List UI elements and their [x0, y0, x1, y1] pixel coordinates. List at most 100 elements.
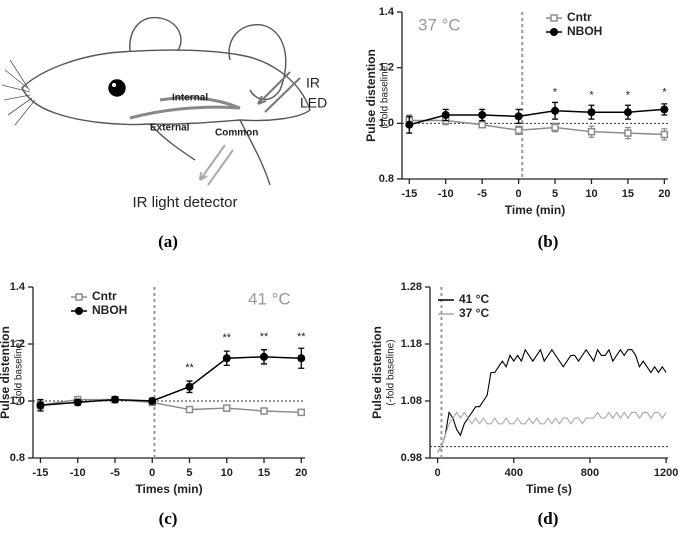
marker	[551, 106, 560, 115]
y-tick-label: 1.4	[10, 281, 26, 293]
x-tick-label: -10	[438, 188, 454, 200]
y-tick-label: 1.08	[401, 395, 422, 407]
y-axis-label: (-fold baseline)	[386, 339, 397, 405]
series-line	[437, 348, 667, 453]
y-axis-label: Pulse distention	[370, 326, 384, 419]
legend-marker	[550, 14, 558, 22]
series-line	[437, 411, 667, 453]
x-tick-label: -10	[70, 467, 86, 479]
significance: *	[626, 89, 631, 101]
diagram-label: LED	[300, 95, 327, 111]
x-axis-label: Time (s)	[526, 482, 572, 496]
significance: **	[297, 331, 306, 343]
legend-label: Cntr	[92, 289, 117, 303]
diagram-label: Common	[215, 128, 258, 139]
marker	[587, 108, 596, 117]
marker	[148, 397, 157, 405]
x-tick-label: 10	[585, 188, 597, 200]
marker	[405, 120, 414, 129]
x-tick-label: -5	[110, 467, 120, 479]
caption: (a)	[158, 232, 178, 251]
rat-diagram	[1, 16, 311, 186]
marker	[185, 405, 194, 414]
marker	[660, 105, 669, 114]
x-tick-label: 0	[149, 467, 155, 479]
marker	[222, 354, 231, 363]
caption: (c)	[159, 509, 178, 528]
y-axis-label: (-fold baseline)	[14, 339, 25, 405]
significance: *	[553, 87, 558, 99]
legend-label: 37 °C	[459, 306, 489, 320]
x-tick-label: 15	[622, 188, 634, 200]
caption: (b)	[538, 232, 559, 251]
x-tick-label: 20	[658, 188, 670, 200]
rat-eye-highlight	[112, 83, 116, 87]
legend-label: Cntr	[567, 10, 592, 24]
series-line	[409, 108, 665, 126]
diagram-label: Internal	[172, 93, 208, 104]
marker	[587, 127, 596, 136]
y-axis-label: Pulse distention	[364, 49, 378, 142]
marker	[514, 112, 523, 121]
x-tick-label: 0	[516, 188, 522, 200]
legend-marker	[75, 307, 83, 315]
x-tick-label: 800	[581, 467, 599, 479]
diagram-label: IR	[306, 75, 320, 91]
marker	[73, 398, 82, 407]
rat-ear-large	[228, 24, 287, 101]
marker	[478, 120, 486, 129]
y-tick-label: 1.28	[401, 281, 422, 293]
x-axis-label: Time (min)	[505, 203, 565, 217]
y-axis-label: (-fold baseline)	[380, 62, 391, 128]
series-line	[40, 398, 302, 414]
legend-marker	[75, 293, 83, 301]
marker	[514, 126, 523, 135]
x-tick-label: 15	[258, 467, 270, 479]
x-tick-label: 400	[505, 467, 523, 479]
rat-eye	[108, 79, 126, 97]
x-tick-label: -5	[477, 188, 487, 200]
y-tick-label: 0.98	[401, 452, 422, 464]
diagram-label: IR light detector	[132, 194, 237, 211]
x-tick-label: 10	[221, 467, 233, 479]
temperature: 37 °C	[418, 15, 461, 34]
marker	[441, 110, 450, 119]
y-tick-label: 0.8	[10, 452, 25, 464]
rat-head	[21, 49, 311, 126]
x-tick-label: 5	[186, 467, 192, 479]
significance: **	[260, 331, 269, 343]
x-tick-label: 5	[552, 188, 558, 200]
marker	[624, 129, 632, 137]
chart-panel: 0.98 1.08 1.18 1.28 0 400 800 1200 41 °C37 °C Tim…	[370, 281, 678, 528]
rat-whiskers	[1, 59, 36, 126]
y-axis-label: Pulse distention	[0, 326, 12, 419]
marker	[36, 401, 45, 410]
y-tick-label: 1.0	[10, 395, 25, 407]
marker	[551, 123, 559, 132]
significance: **	[185, 362, 194, 374]
y-tick-label: 1.0	[379, 117, 394, 129]
marker	[260, 407, 268, 415]
significance: *	[589, 89, 594, 101]
significance: *	[662, 87, 667, 99]
marker	[110, 395, 119, 404]
legend-label: NBOH	[92, 303, 127, 317]
marker	[478, 110, 487, 119]
legend-label: NBOH	[567, 24, 602, 38]
x-tick-label: 0	[435, 467, 441, 479]
x-tick-label: -15	[401, 188, 417, 200]
y-tick-label: 1.2	[379, 62, 394, 74]
artery	[129, 96, 241, 120]
ir-detector-arrow	[199, 144, 234, 186]
marker	[297, 354, 306, 363]
series-line	[409, 119, 665, 136]
caption: (d)	[538, 509, 559, 528]
x-tick-label: -15	[32, 467, 48, 479]
y-tick-label: 0.8	[379, 173, 394, 185]
marker	[223, 404, 231, 412]
rat-ear-small	[129, 16, 182, 53]
diagram-label: External	[150, 123, 190, 134]
